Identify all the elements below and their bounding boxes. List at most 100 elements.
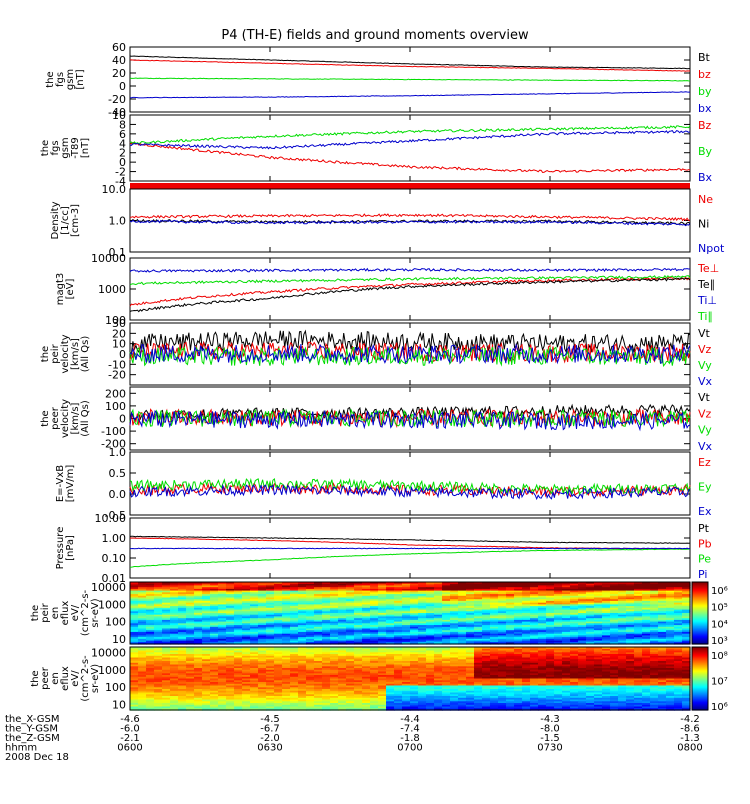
y-tick-label: 0 (119, 80, 126, 93)
legend-label: Vz (698, 343, 712, 356)
series-line-bz (130, 60, 690, 71)
y-axis-label-line: (All Qs) (80, 336, 91, 373)
legend-label: bz (698, 68, 711, 81)
colorbar-label: 10³ (711, 636, 728, 647)
y-tick-label: 10 (112, 633, 126, 646)
y-axis-label: magt3[eV] (55, 273, 76, 306)
colorbar-label: 10⁶ (711, 586, 728, 597)
legend-label: Bt (698, 51, 711, 64)
legend-label: Ex (698, 505, 712, 518)
panel-frame (130, 258, 690, 320)
legend-label: Ti∥ (697, 310, 713, 323)
legend-label: Bx (698, 171, 713, 184)
legend-label: Pt (698, 522, 710, 535)
series-line-Pe (130, 549, 690, 567)
y-tick-label: 10000 (91, 581, 126, 594)
y-tick-label: 40 (112, 54, 126, 67)
series-line-By (130, 126, 690, 144)
y-tick-label: 1000 (98, 598, 126, 611)
y-tick-label: 10.0 (102, 183, 127, 196)
series-line-Npot (130, 220, 690, 225)
y-tick-label: 200 (105, 387, 126, 400)
legend-label: Pi (698, 568, 707, 581)
legend-label: Bz (698, 119, 712, 132)
y-axis-label-line: [eV] (65, 279, 76, 300)
y-tick-label: 1.00 (102, 532, 127, 545)
y-axis-label: thepeervelocity[km/s](All Qs) (40, 399, 91, 438)
y-tick-label: 1000 (98, 664, 126, 677)
y-tick-label: -100 (101, 425, 126, 438)
y-tick-label: 0.10 (102, 552, 127, 565)
y-axis-label: thepeerenefluxeV/(cm^2-s-sr-eV) (30, 655, 101, 702)
y-tick-label: 1.0 (109, 446, 127, 459)
y-axis-label: thepeirenefluxeV/(cm^2-s-sr-eV) (30, 589, 101, 636)
y-axis-label: Density[1/cc][cm-3] (50, 201, 81, 239)
colorbar-label: 10⁴ (711, 619, 728, 630)
y-tick-label: 100 (105, 616, 126, 629)
legend-label: Ey (698, 481, 712, 494)
y-tick-label: 10000 (91, 646, 126, 659)
y-tick-label: 100 (105, 681, 126, 694)
y-axis-label: thepeirvelocity[km/s](All Qs) (40, 334, 91, 373)
legend-label: Vt (698, 327, 711, 340)
y-tick-label: 1.0 (109, 215, 127, 228)
y-axis-label: thefgsgsm-T89[nT] (40, 137, 91, 159)
legend-label: by (698, 85, 712, 98)
legend-label: Ez (698, 456, 711, 469)
y-axis-label-line: [nT] (75, 69, 86, 89)
series-line-Te∥ (130, 278, 690, 312)
legend-label: Vy (698, 424, 712, 437)
series-line-Pi (130, 548, 690, 549)
legend-label: By (698, 145, 713, 158)
y-axis-label: thefgsgsm[nT] (45, 69, 86, 90)
panel-frame (130, 452, 690, 515)
y-axis-label-line: sr-eV) (90, 598, 101, 627)
y-axis-label: E=-VxB[mV/m] (55, 465, 76, 503)
series-line-by (130, 78, 690, 81)
y-tick-label: -20 (108, 93, 126, 106)
legend-label: Vx (698, 375, 713, 388)
red-separator-bar (130, 183, 690, 189)
y-tick-label: 1000 (98, 283, 126, 296)
legend-label: Te⊥ (697, 262, 719, 275)
y-tick-label: 0 (119, 413, 126, 426)
series-line-Ne (130, 214, 690, 220)
legend-label: Npot (698, 242, 725, 255)
page-title: P4 (TH-E) fields and ground moments over… (0, 28, 750, 43)
y-tick-label: 10000 (91, 252, 126, 265)
panel-frame (130, 387, 690, 450)
y-axis-label-line: [nT] (80, 138, 91, 158)
y-tick-label: -20 (108, 369, 126, 382)
legend-label: Ne (698, 193, 713, 206)
legend-label: Vz (698, 407, 712, 420)
series-line-Ti⊥ (130, 269, 690, 273)
legend-label: Pb (698, 537, 712, 550)
legend-label: Vy (698, 359, 712, 372)
legend-label: Ni (698, 218, 709, 231)
legend-label: Ti⊥ (697, 294, 717, 307)
legend-label: Te∥ (697, 278, 715, 291)
panel-p6: 2001000-100-200thepeervelocity[km/s](All… (40, 387, 713, 453)
series-line-bx (130, 92, 690, 98)
legend-label: Pe (698, 553, 711, 566)
y-tick-label: 0.0 (109, 488, 127, 501)
legend-label: bx (698, 102, 712, 115)
y-axis-label: Pressure[nPa] (55, 527, 76, 570)
colorbar-label: 10⁵ (711, 603, 728, 614)
panel-frame (130, 189, 690, 252)
y-axis-label-line: sr-eV) (90, 664, 101, 693)
y-axis-label-line: [nPa] (65, 535, 76, 561)
y-tick-label: 20 (112, 67, 126, 80)
panel-p10: 10000 1000 100 10 thepeerenefluxeV/(cm^2-s-s… (30, 646, 728, 713)
y-tick-label: 10 (112, 699, 126, 712)
y-axis-label-line: [mV/m] (65, 465, 76, 503)
